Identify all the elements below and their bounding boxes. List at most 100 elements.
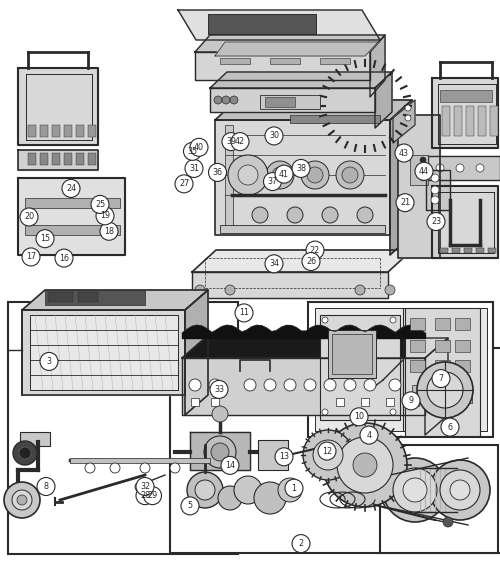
Text: 29: 29 (148, 491, 158, 500)
Text: 37: 37 (268, 177, 278, 186)
Bar (440, 90, 492, 102)
Circle shape (12, 490, 32, 510)
Text: 31: 31 (189, 164, 199, 173)
Polygon shape (375, 72, 392, 128)
Circle shape (22, 248, 40, 266)
Polygon shape (215, 120, 390, 235)
Circle shape (284, 379, 296, 391)
Polygon shape (390, 100, 412, 255)
Circle shape (353, 453, 377, 477)
Bar (208, 14, 316, 34)
Text: 2: 2 (298, 539, 304, 548)
Polygon shape (398, 115, 440, 258)
Circle shape (144, 486, 162, 505)
Circle shape (225, 285, 235, 295)
Circle shape (209, 379, 221, 391)
Circle shape (85, 463, 95, 473)
Circle shape (175, 175, 193, 193)
Circle shape (264, 172, 281, 191)
Text: 27: 27 (179, 179, 189, 188)
Circle shape (395, 144, 413, 162)
Circle shape (396, 194, 414, 212)
Circle shape (20, 208, 38, 226)
Bar (8, 302, 238, 554)
Bar (452, 248, 460, 253)
Circle shape (287, 207, 303, 223)
Text: 34: 34 (269, 259, 279, 268)
Circle shape (244, 379, 256, 391)
Circle shape (301, 161, 329, 189)
Bar (20, 432, 50, 446)
Bar (28, 125, 36, 137)
Bar (490, 106, 498, 136)
Circle shape (17, 495, 27, 505)
Circle shape (190, 138, 208, 156)
Circle shape (306, 241, 324, 259)
Polygon shape (215, 100, 412, 120)
Circle shape (184, 142, 202, 160)
Circle shape (96, 207, 114, 225)
Circle shape (228, 155, 268, 195)
Bar (25, 198, 120, 208)
Text: 1: 1 (292, 484, 296, 493)
Circle shape (136, 477, 154, 496)
Circle shape (420, 167, 426, 173)
Bar (455, 360, 470, 372)
Polygon shape (18, 68, 98, 145)
Polygon shape (426, 170, 450, 210)
Circle shape (55, 249, 73, 267)
Bar (260, 95, 320, 109)
Circle shape (204, 436, 236, 468)
Bar (78, 292, 98, 302)
Circle shape (390, 409, 396, 415)
Bar (88, 125, 96, 137)
Polygon shape (178, 10, 380, 40)
Circle shape (405, 105, 411, 111)
Circle shape (195, 480, 215, 500)
Circle shape (456, 164, 464, 172)
Text: 41: 41 (279, 170, 289, 179)
Circle shape (234, 476, 262, 504)
Circle shape (189, 379, 201, 391)
Circle shape (19, 447, 31, 459)
Text: 4: 4 (366, 431, 372, 440)
Circle shape (140, 463, 150, 473)
Circle shape (187, 472, 223, 508)
Circle shape (285, 479, 303, 497)
Bar (320, 315, 400, 420)
Text: 39: 39 (226, 137, 236, 146)
Polygon shape (195, 52, 370, 80)
Polygon shape (370, 35, 385, 97)
Polygon shape (428, 156, 500, 180)
Circle shape (402, 392, 420, 410)
Circle shape (292, 159, 310, 178)
Text: 33: 33 (214, 385, 224, 394)
Bar (220, 58, 250, 64)
Bar (70, 458, 210, 463)
Bar (211, 398, 219, 406)
Text: 11: 11 (239, 308, 249, 317)
Circle shape (432, 369, 450, 388)
Bar (191, 398, 199, 406)
Text: 43: 43 (399, 148, 409, 158)
Bar (332, 334, 372, 374)
Circle shape (322, 409, 328, 415)
Circle shape (360, 426, 378, 444)
Polygon shape (432, 78, 498, 148)
Bar (40, 153, 48, 165)
Text: 19: 19 (100, 211, 110, 220)
Bar (488, 248, 496, 253)
Text: 3: 3 (46, 357, 52, 366)
Bar (220, 225, 385, 233)
Circle shape (37, 477, 55, 496)
Text: 44: 44 (419, 167, 429, 176)
Bar (415, 468, 457, 512)
Text: 28: 28 (140, 491, 150, 500)
Bar (410, 360, 425, 372)
Bar (412, 385, 472, 403)
Circle shape (427, 372, 463, 408)
Circle shape (265, 255, 283, 273)
Circle shape (265, 127, 283, 145)
Bar (466, 106, 474, 136)
Circle shape (344, 379, 356, 391)
